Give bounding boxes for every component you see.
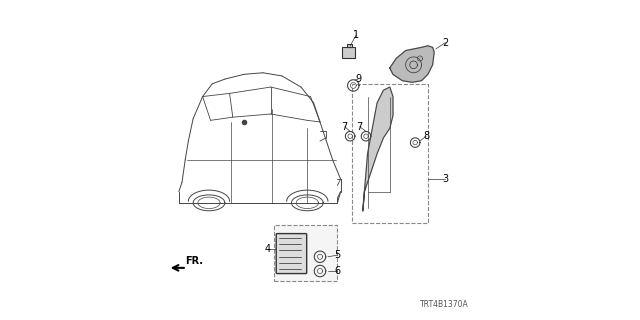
Polygon shape <box>390 46 434 82</box>
Polygon shape <box>363 87 393 211</box>
Text: 7: 7 <box>356 122 363 132</box>
Text: 6: 6 <box>334 266 340 276</box>
Text: 8: 8 <box>423 131 429 141</box>
Text: 9: 9 <box>355 74 361 84</box>
Text: 3: 3 <box>442 174 449 184</box>
Text: TRT4B1370A: TRT4B1370A <box>420 300 469 309</box>
Text: 7: 7 <box>342 122 348 132</box>
Bar <box>347 44 352 47</box>
Bar <box>274 225 337 281</box>
FancyBboxPatch shape <box>276 234 307 274</box>
Bar <box>352 84 428 223</box>
Bar <box>342 47 355 59</box>
Text: 5: 5 <box>334 250 340 260</box>
Text: 2: 2 <box>442 38 449 48</box>
Text: FR.: FR. <box>185 256 203 266</box>
Text: 4: 4 <box>264 244 271 254</box>
Text: 1: 1 <box>353 30 360 40</box>
